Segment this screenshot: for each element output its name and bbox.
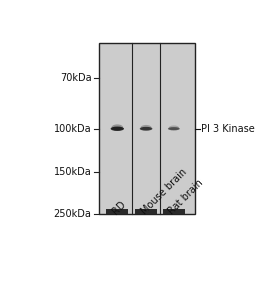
Text: Mouse brain: Mouse brain: [139, 166, 189, 216]
Ellipse shape: [168, 127, 180, 130]
Ellipse shape: [141, 125, 152, 130]
Ellipse shape: [169, 125, 179, 130]
Bar: [99, 43, 195, 214]
Text: 150kDa: 150kDa: [54, 167, 92, 177]
Text: 70kDa: 70kDa: [60, 72, 92, 83]
Text: 100kDa: 100kDa: [54, 124, 92, 134]
Bar: [135, 209, 157, 214]
Ellipse shape: [111, 127, 124, 131]
Text: RD: RD: [110, 199, 127, 216]
Ellipse shape: [112, 125, 123, 130]
Text: PI 3 Kinase Class 3: PI 3 Kinase Class 3: [201, 124, 256, 134]
Bar: [163, 209, 185, 214]
Bar: [106, 209, 128, 214]
Text: 250kDa: 250kDa: [54, 209, 92, 219]
Ellipse shape: [140, 127, 152, 131]
Text: Rat brain: Rat brain: [167, 177, 206, 216]
